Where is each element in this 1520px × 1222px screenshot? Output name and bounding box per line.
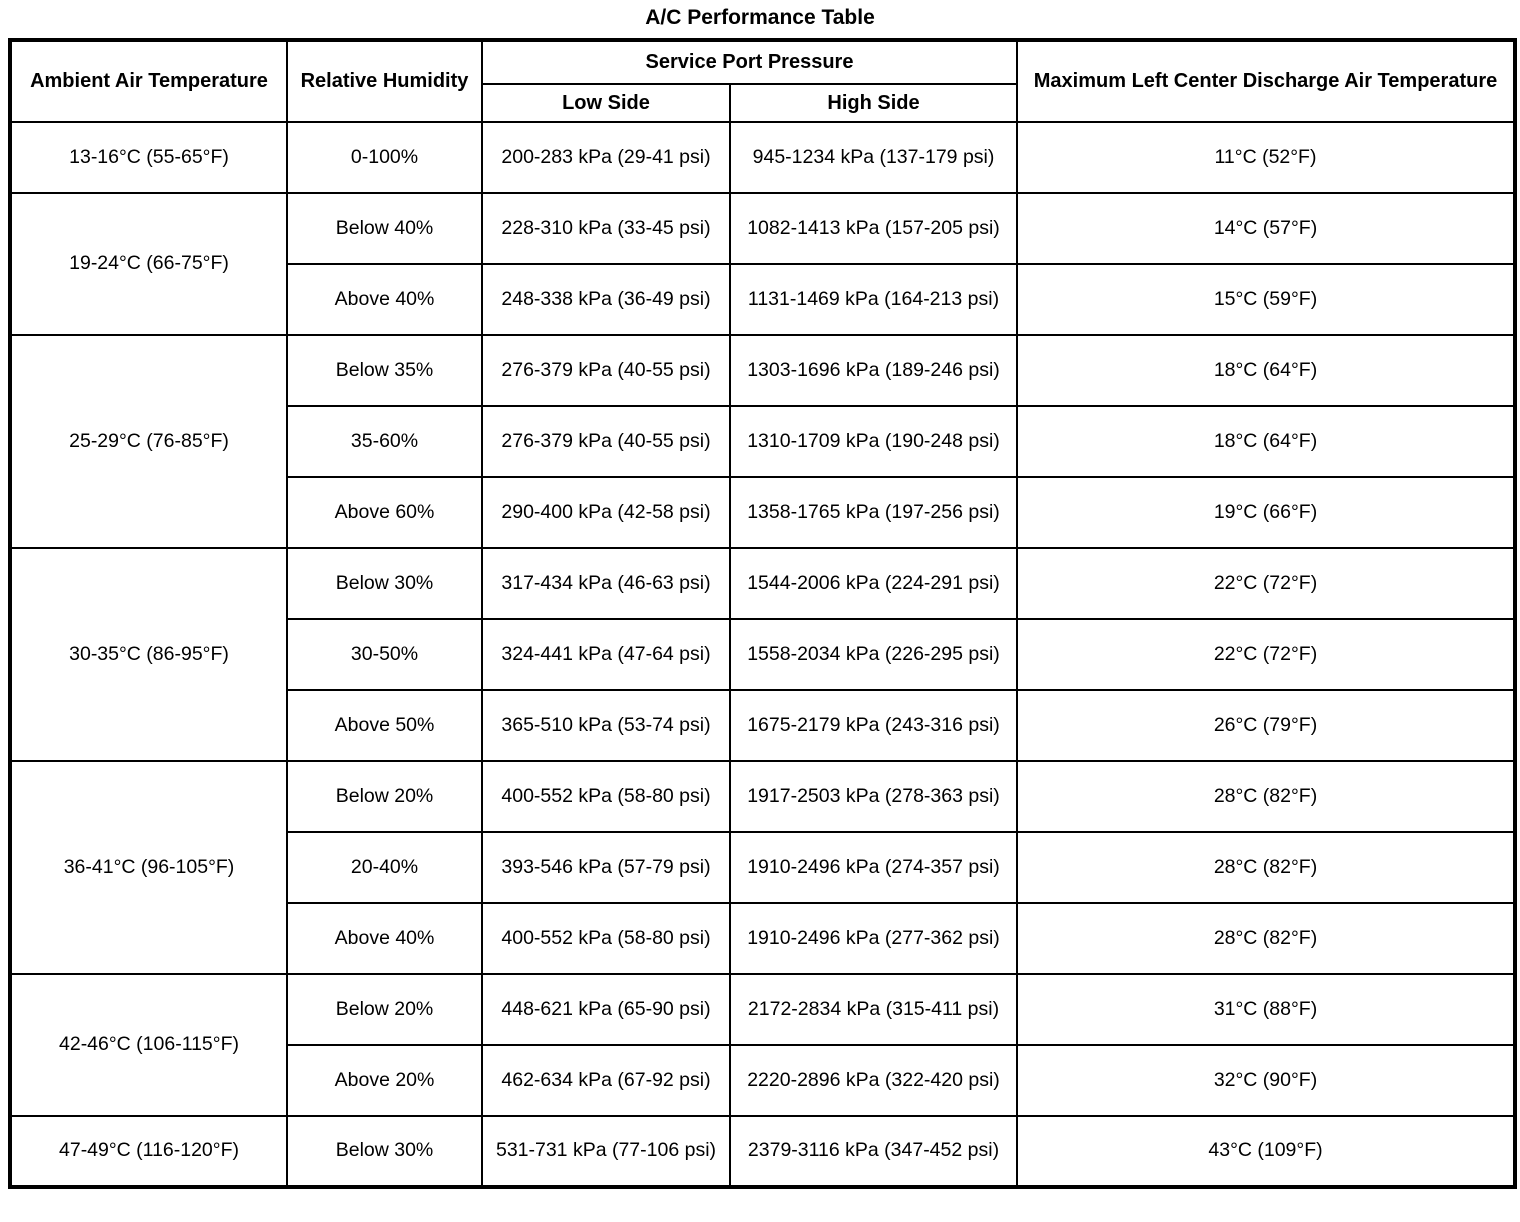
table-row: 36-41°C (96-105°F) Below 20% 400-552 kPa (… (9, 760, 1516, 975)
max-discharge-temperature-cell: 18°C (64°F) (1016, 405, 1516, 478)
low-side-pressure-cell: 448-621 kPa (65-90 psi) (481, 973, 731, 1046)
table-row: Above 40% 400-552 kPa (58-80 psi) 1910-249… (10, 902, 1516, 975)
relative-humidity-cell: Below 30% (286, 1115, 483, 1188)
low-side-pressure-cell: 228-310 kPa (33-45 psi) (481, 192, 731, 265)
max-discharge-temperature-cell: 31°C (88°F) (1016, 973, 1516, 1046)
low-side-pressure-cell: 462-634 kPa (67-92 psi) (481, 1044, 731, 1117)
high-side-pressure-cell: 1358-1765 kPa (197-256 psi) (729, 476, 1018, 549)
high-side-pressure-cell: 2220-2896 kPa (322-420 psi) (729, 1044, 1018, 1117)
ac-performance-table: Ambient Air Temperature Relative Humidit… (8, 38, 1517, 1189)
low-side-pressure-cell: 317-434 kPa (46-63 psi) (481, 547, 731, 620)
ambient-temperature-cell: 42-46°C (106-115°F) (9, 973, 288, 1117)
relative-humidity-cell: 20-40% (286, 831, 483, 904)
high-side-pressure-cell: 1910-2496 kPa (274-357 psi) (729, 831, 1018, 904)
ambient-temperature-cell: 13-16°C (55-65°F) (9, 121, 288, 194)
table-row: Above 20% 462-634 kPa (67-92 psi) 2220-289… (10, 1044, 1516, 1117)
relative-humidity-cell: 30-50% (286, 618, 483, 691)
high-side-pressure-cell: 1131-1469 kPa (164-213 psi) (729, 263, 1018, 336)
table-row: 42-46°C (106-115°F) Below 20% 448-621 kPa … (9, 973, 1516, 1117)
high-side-pressure-cell: 2379-3116 kPa (347-452 psi) (729, 1115, 1018, 1188)
max-discharge-temperature-cell: 15°C (59°F) (1016, 263, 1516, 336)
max-discharge-temperature-cell: 26°C (79°F) (1016, 689, 1516, 762)
relative-humidity-cell: Above 40% (286, 263, 483, 336)
low-side-pressure-cell: 200-283 kPa (29-41 psi) (481, 121, 731, 194)
high-side-pressure-cell: 1917-2503 kPa (278-363 psi) (729, 760, 1018, 833)
low-side-pressure-cell: 276-379 kPa (40-55 psi) (481, 405, 731, 478)
table-row: Above 50% 365-510 kPa (53-74 psi) 1675-217… (10, 689, 1516, 762)
ambient-temperature-cell: 30-35°C (86-95°F) (9, 547, 288, 762)
high-side-pressure-cell: 1558-2034 kPa (226-295 psi) (729, 618, 1018, 691)
low-side-pressure-cell: 531-731 kPa (77-106 psi) (481, 1115, 731, 1188)
high-side-pressure-cell: 1910-2496 kPa (277-362 psi) (729, 902, 1018, 975)
max-discharge-temperature-cell: 19°C (66°F) (1016, 476, 1516, 549)
high-side-pressure-cell: 1675-2179 kPa (243-316 psi) (729, 689, 1018, 762)
header-high-side: High Side (729, 83, 1018, 123)
high-side-pressure-cell: 1544-2006 kPa (224-291 psi) (729, 547, 1018, 620)
max-discharge-temperature-cell: 28°C (82°F) (1016, 831, 1516, 904)
relative-humidity-cell: Above 40% (286, 902, 483, 975)
relative-humidity-cell: Below 20% (286, 760, 483, 833)
max-discharge-temperature-cell: 22°C (72°F) (1016, 618, 1516, 691)
relative-humidity-cell: Above 20% (286, 1044, 483, 1117)
low-side-pressure-cell: 248-338 kPa (36-49 psi) (481, 263, 731, 336)
relative-humidity-cell: Below 20% (286, 973, 483, 1046)
table-row: Above 40% 248-338 kPa (36-49 psi) 1131-146… (10, 263, 1516, 336)
relative-humidity-cell: Below 35% (286, 334, 483, 407)
table-row: 35-60% 276-379 kPa (40-55 psi) 1310-1709 k… (10, 405, 1516, 478)
table-row: 30-35°C (86-95°F) Below 30% 317-434 kPa (4… (9, 547, 1516, 762)
low-side-pressure-cell: 400-552 kPa (58-80 psi) (481, 760, 731, 833)
table-row: 47-49°C (116-120°F) Below 30% 531-731 kPa … (9, 1115, 1516, 1188)
low-side-pressure-cell: 393-546 kPa (57-79 psi) (481, 831, 731, 904)
ambient-temperature-cell: 25-29°C (76-85°F) (9, 334, 288, 549)
low-side-pressure-cell: 324-441 kPa (47-64 psi) (481, 618, 731, 691)
table-row: 13-16°C (55-65°F) 0-100% 200-283 kPa (29-4… (9, 121, 1516, 194)
high-side-pressure-cell: 1082-1413 kPa (157-205 psi) (729, 192, 1018, 265)
relative-humidity-cell: Above 60% (286, 476, 483, 549)
header-ambient-temperature: Ambient Air Temperature (9, 39, 288, 123)
table-row: 30-50% 324-441 kPa (47-64 psi) 1558-2034 k… (10, 618, 1516, 691)
ambient-temperature-cell: 47-49°C (116-120°F) (9, 1115, 288, 1188)
table-row: 19-24°C (66-75°F) Below 40% 228-310 kPa (3… (9, 192, 1516, 336)
table-row: Above 60% 290-400 kPa (42-58 psi) 1358-176… (10, 476, 1516, 549)
max-discharge-temperature-cell: 32°C (90°F) (1016, 1044, 1516, 1117)
ambient-temperature-cell: 19-24°C (66-75°F) (9, 192, 288, 336)
header-low-side: Low Side (481, 83, 731, 123)
relative-humidity-cell: 35-60% (286, 405, 483, 478)
low-side-pressure-cell: 276-379 kPa (40-55 psi) (481, 334, 731, 407)
max-discharge-temperature-cell: 28°C (82°F) (1016, 902, 1516, 975)
relative-humidity-cell: Below 40% (286, 192, 483, 265)
table-row: 20-40% 393-546 kPa (57-79 psi) 1910-2496 k… (10, 831, 1516, 904)
max-discharge-temperature-cell: 18°C (64°F) (1016, 334, 1516, 407)
relative-humidity-cell: Above 50% (286, 689, 483, 762)
header-relative-humidity: Relative Humidity (286, 39, 483, 123)
low-side-pressure-cell: 290-400 kPa (42-58 psi) (481, 476, 731, 549)
high-side-pressure-cell: 1303-1696 kPa (189-246 psi) (729, 334, 1018, 407)
header-row-1: Ambient Air Temperature Relative Humidit… (9, 39, 1516, 123)
low-side-pressure-cell: 400-552 kPa (58-80 psi) (481, 902, 731, 975)
table-header: Ambient Air Temperature Relative Humidit… (9, 39, 1516, 123)
relative-humidity-cell: Below 30% (286, 547, 483, 620)
max-discharge-temperature-cell: 28°C (82°F) (1016, 760, 1516, 833)
header-row-2: Low Side High Side (10, 83, 1515, 123)
relative-humidity-cell: 0-100% (286, 121, 483, 194)
max-discharge-temperature-cell: 11°C (52°F) (1016, 121, 1516, 194)
max-discharge-temperature-cell: 43°C (109°F) (1016, 1115, 1516, 1188)
table-title: A/C Performance Table (645, 6, 875, 29)
high-side-pressure-cell: 1310-1709 kPa (190-248 psi) (729, 405, 1018, 478)
high-side-pressure-cell: 945-1234 kPa (137-179 psi) (729, 121, 1018, 194)
table-row: 25-29°C (76-85°F) Below 35% 276-379 kPa (4… (9, 334, 1516, 549)
ambient-temperature-cell: 36-41°C (96-105°F) (9, 760, 288, 975)
max-discharge-temperature-cell: 22°C (72°F) (1016, 547, 1516, 620)
table-body: 13-16°C (55-65°F) 0-100% 200-283 kPa (29-4… (9, 121, 1516, 1188)
header-max-discharge-temperature: Maximum Left Center Discharge Air Temper… (1016, 39, 1516, 123)
low-side-pressure-cell: 365-510 kPa (53-74 psi) (481, 689, 731, 762)
high-side-pressure-cell: 2172-2834 kPa (315-411 psi) (729, 973, 1018, 1046)
header-service-port-pressure: Service Port Pressure (481, 39, 1018, 85)
max-discharge-temperature-cell: 14°C (57°F) (1016, 192, 1516, 265)
